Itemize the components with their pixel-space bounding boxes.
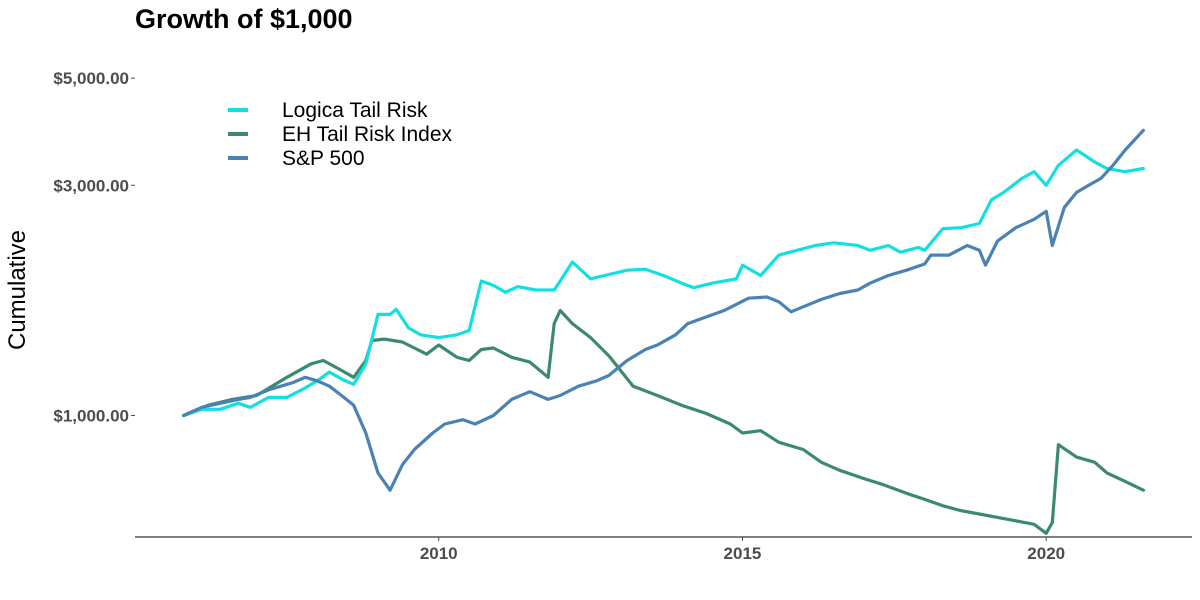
y-axis: $1,000.00 $3,000.00 $5,000.00 bbox=[53, 69, 135, 425]
legend-label-logica-tail-risk: Logica Tail Risk bbox=[282, 99, 428, 122]
y-tick-label: $1,000.00 bbox=[53, 406, 129, 425]
y-axis-label: Cumulative bbox=[4, 230, 31, 350]
legend-label-eh-tail-risk-index: EH Tail Risk Index bbox=[282, 123, 453, 146]
x-tick-label: 2010 bbox=[420, 544, 458, 563]
x-axis: 2010 2015 2020 bbox=[420, 537, 1065, 563]
series-line-logica-tail-risk bbox=[182, 148, 1145, 418]
y-tick-label: $3,000.00 bbox=[53, 176, 129, 195]
y-tick-label: $5,000.00 bbox=[53, 69, 129, 88]
legend-label-s-p-500: S&P 500 bbox=[282, 147, 365, 170]
series-line-s-p-500 bbox=[182, 128, 1145, 492]
chart-title: Growth of $1,000 bbox=[135, 4, 353, 34]
series-layer bbox=[182, 128, 1145, 535]
x-tick-label: 2015 bbox=[724, 544, 762, 563]
series-line-eh-tail-risk-index bbox=[182, 308, 1145, 535]
x-tick-label: 2020 bbox=[1027, 544, 1065, 563]
